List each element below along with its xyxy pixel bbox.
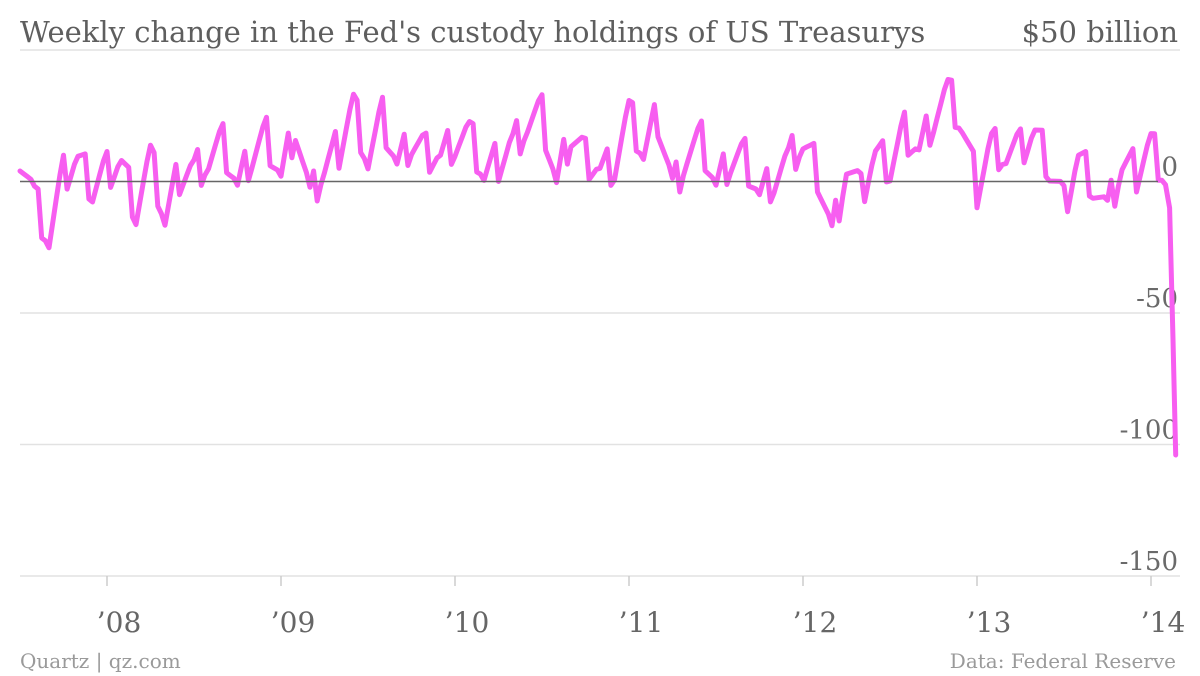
- gridlines: [20, 49, 1180, 577]
- x-axis-ticks: ’08 ’09 ’10 ’11 ’12 ’13 ’14: [97, 576, 1186, 639]
- series-line: [17, 77, 1179, 458]
- x-tick-label: ’09: [271, 606, 316, 639]
- x-tick-label: ’11: [619, 606, 664, 639]
- y-tick-label: -100: [1120, 416, 1178, 446]
- y-tick-label: 0: [1161, 153, 1178, 183]
- chart-title: Weekly change in the Fed's custody holdi…: [20, 15, 925, 49]
- unit-label: $50 billion: [1022, 15, 1178, 49]
- x-tick-label: ’10: [445, 606, 490, 639]
- data-source: Data: Federal Reserve: [950, 649, 1176, 673]
- x-tick-label: ’12: [793, 606, 838, 639]
- x-tick-label: ’13: [967, 606, 1012, 639]
- x-tick-label: ’08: [97, 606, 142, 639]
- x-tick-label: ’14: [1141, 606, 1186, 639]
- y-tick-label: -150: [1120, 547, 1178, 577]
- source-credit: Quartz | qz.com: [20, 649, 181, 674]
- y-axis-tick-labels: 0-50-100-150: [1120, 153, 1178, 578]
- series-layer: [17, 77, 1179, 458]
